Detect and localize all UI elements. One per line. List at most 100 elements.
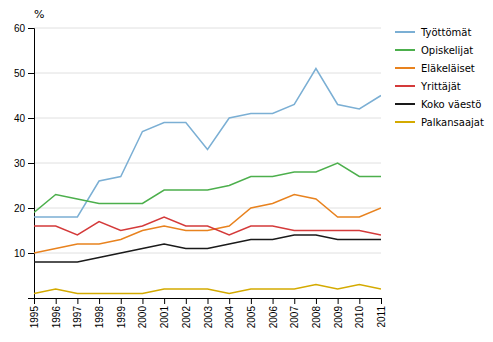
x-tick: 2005 xyxy=(246,298,257,328)
series-line xyxy=(34,235,381,262)
x-tick: 2008 xyxy=(311,298,322,328)
x-tick: 2009 xyxy=(333,298,344,328)
x-tick-mark xyxy=(142,298,143,304)
legend-label: Työttömät xyxy=(420,27,471,38)
x-tick-mark xyxy=(251,298,252,304)
y-tick-mark xyxy=(28,73,34,74)
y-tick-mark xyxy=(28,163,34,164)
y-tick-label: 40 xyxy=(14,113,26,124)
plot: 1995 1996 1997 1998 1999 2000 2001 2002 2003 2004… xyxy=(14,8,387,328)
y-tick: 30 xyxy=(14,158,34,169)
x-tick: 1996 xyxy=(51,298,62,328)
grid-line xyxy=(34,73,381,74)
x-tick-label: 1996 xyxy=(51,306,62,329)
legend-item: Koko väestö xyxy=(395,99,481,110)
x-tick: 2010 xyxy=(354,298,365,328)
x-tick-mark xyxy=(56,298,57,304)
legend-label: Palkansaajat xyxy=(421,117,484,128)
legend-item: Yrittäjät xyxy=(395,81,461,92)
x-tick-mark xyxy=(381,298,382,304)
x-tick-label: 2001 xyxy=(159,306,170,329)
x-axis: 1995 1996 1997 1998 1999 2000 2001 2002 2003 2004… xyxy=(29,298,387,328)
chart: 1995 1996 1997 1998 1999 2000 2001 2002 2003 2004… xyxy=(0,0,493,342)
x-tick: 2002 xyxy=(181,298,192,328)
y-tick-mark xyxy=(28,208,34,209)
x-tick-label: 1998 xyxy=(94,306,105,329)
y-tick-label: 20 xyxy=(14,203,26,214)
legend-swatch xyxy=(395,85,415,87)
x-tick: 2000 xyxy=(137,298,148,328)
grid-line xyxy=(34,208,381,209)
x-tick-label: 1999 xyxy=(116,306,127,329)
x-tick-label: 2009 xyxy=(333,306,344,329)
y-axis-line xyxy=(28,29,35,299)
x-tick-mark xyxy=(316,298,317,304)
y-tick: 20 xyxy=(14,203,34,214)
x-tick-mark xyxy=(121,298,122,304)
y-tick: 40 xyxy=(14,113,34,124)
x-tick: 2004 xyxy=(224,298,235,328)
x-tick: 1999 xyxy=(116,298,127,328)
legend-swatch xyxy=(395,121,415,123)
x-tick-mark xyxy=(99,298,100,304)
y-tick: 10 xyxy=(14,248,34,259)
x-tick-label: 2000 xyxy=(137,306,148,329)
grid-line xyxy=(34,118,381,119)
y-tick-label: 50 xyxy=(14,68,26,79)
x-tick-label: 2008 xyxy=(311,306,322,329)
legend-item: Palkansaajat xyxy=(395,117,484,128)
x-tick-label: 2003 xyxy=(203,306,214,329)
legend-label: Opiskelijat xyxy=(421,45,473,56)
x-tick-label: 1997 xyxy=(72,306,83,329)
y-tick-label: 30 xyxy=(14,158,26,169)
legend-item: Työttömät xyxy=(395,27,471,38)
x-tick: 2003 xyxy=(203,298,214,328)
x-axis-line xyxy=(35,299,382,305)
legend-swatch xyxy=(395,67,415,69)
y-tick-mark xyxy=(28,253,34,254)
x-tick-label: 2006 xyxy=(268,306,279,329)
legend-swatch xyxy=(395,103,415,105)
x-tick-label: 2004 xyxy=(224,306,235,329)
x-tick-label: 2007 xyxy=(289,306,300,329)
x-tick: 2007 xyxy=(289,298,300,328)
legend-item: Eläkeläiset xyxy=(395,63,475,74)
x-tick-mark xyxy=(208,298,209,304)
x-tick-label: 2010 xyxy=(354,306,365,329)
y-tick: 60 xyxy=(14,23,34,34)
x-tick-mark xyxy=(294,298,295,304)
x-tick-label: 2011 xyxy=(376,306,387,328)
x-tick-mark xyxy=(77,298,78,304)
x-tick: 1998 xyxy=(94,298,105,328)
x-tick: 2006 xyxy=(268,298,279,328)
x-tick-label: 2005 xyxy=(246,306,257,329)
x-tick-mark xyxy=(186,298,187,304)
x-tick-label: 1995 xyxy=(29,306,40,329)
legend-label: Koko väestö xyxy=(421,99,481,110)
y-axis: 10 20 30 40 50 60 xyxy=(14,23,35,299)
y-tick-label: 60 xyxy=(14,23,26,34)
y-tick-mark xyxy=(28,28,34,29)
legend: Työttömät Opiskelijat Eläkeläiset Yrittäjät… xyxy=(395,27,484,128)
legend-label: Yrittäjät xyxy=(420,81,461,92)
x-tick: 2001 xyxy=(159,298,170,328)
x-tick-mark xyxy=(229,298,230,304)
x-tick: 1997 xyxy=(72,298,83,328)
x-tick: 2011 xyxy=(376,298,387,328)
y-tick-label: 10 xyxy=(14,248,26,259)
grid-line xyxy=(34,253,381,254)
series-line xyxy=(34,195,381,254)
grid-line xyxy=(34,163,381,164)
x-tick-mark xyxy=(164,298,165,304)
series-line xyxy=(34,217,381,235)
x-tick-mark xyxy=(338,298,339,304)
x-tick-mark xyxy=(359,298,360,304)
legend-label: Eläkeläiset xyxy=(421,63,475,74)
legend-item: Opiskelijat xyxy=(395,45,473,56)
x-tick: 1995 xyxy=(29,298,40,328)
grid xyxy=(34,28,381,253)
series-line xyxy=(34,163,381,213)
lines xyxy=(34,69,381,294)
series-line xyxy=(34,285,381,294)
y-tick-mark xyxy=(28,118,34,119)
